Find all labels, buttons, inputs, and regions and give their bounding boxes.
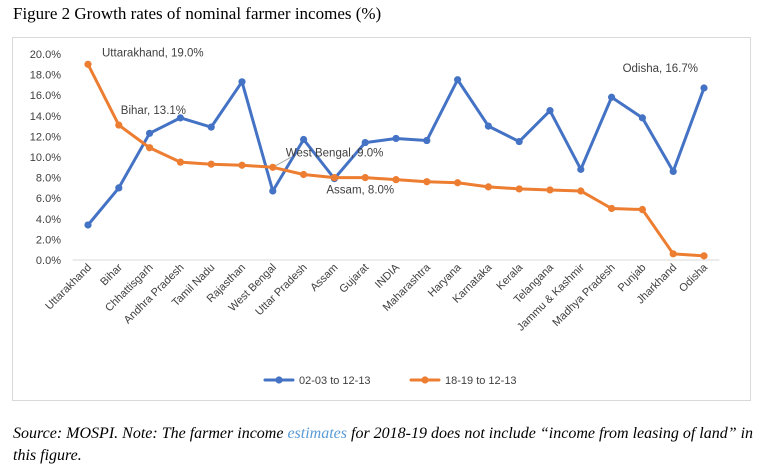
data-point	[608, 204, 616, 213]
y-tick-label: 4.0%	[36, 214, 61, 226]
data-point	[669, 167, 677, 176]
y-tick-label: 6.0%	[36, 193, 61, 205]
data-point	[454, 179, 462, 187]
x-tick-label: INDIA	[373, 261, 403, 291]
x-tick-label: Uttarakhand	[43, 262, 94, 313]
y-tick-label: 10.0%	[30, 152, 61, 164]
data-point	[392, 134, 400, 143]
legend-marker	[421, 376, 429, 384]
data-point	[84, 221, 92, 229]
data-point	[577, 187, 585, 195]
data-annotation: Odisha, 16.7%	[623, 63, 698, 75]
data-point	[146, 144, 154, 152]
series-line-02-03	[86, 78, 706, 227]
data-point	[176, 158, 184, 166]
y-tick-label: 16.0%	[30, 90, 61, 102]
data-point	[546, 186, 554, 194]
figure-title: Figure 2 Growth rates of nominal farmer …	[13, 4, 382, 23]
line-chart: 0.0% 2.0% 4.0% 6.0% 8.0% 10.0% 12.0% 14.0% 16.0%…	[30, 47, 720, 387]
data-point	[207, 123, 215, 131]
data-point	[146, 129, 154, 137]
data-point	[207, 160, 215, 168]
x-tick-label: Bihar	[98, 261, 125, 288]
data-point	[700, 252, 708, 260]
legend-label: 18-19 to 12-13	[445, 375, 517, 387]
y-tick-label: 12.0%	[30, 131, 61, 143]
legend-label: 02-03 to 12-13	[299, 375, 371, 387]
data-point	[638, 205, 647, 214]
data-point	[115, 121, 123, 129]
y-tick-label: 2.0%	[36, 234, 61, 246]
estimates-link[interactable]: estimates	[287, 425, 347, 442]
data-point	[238, 161, 246, 169]
data-annotation: Bihar, 13.1%	[121, 105, 186, 117]
data-point	[392, 176, 400, 184]
data-point	[115, 184, 123, 192]
x-tick-label: Odisha	[677, 261, 711, 295]
data-annotation: Uttarakhand, 19.0%	[102, 47, 204, 59]
data-point	[361, 174, 369, 182]
data-point	[300, 135, 308, 144]
data-point	[361, 138, 369, 147]
source-note-text-after: for 2018-19 does not include “income fro…	[13, 425, 754, 464]
data-point	[84, 60, 92, 68]
data-point	[238, 78, 246, 86]
data-point	[423, 136, 431, 145]
data-point	[638, 114, 647, 122]
data-point	[176, 114, 184, 122]
data-point	[700, 84, 708, 92]
y-tick-label: 0.0%	[36, 255, 61, 267]
legend-marker	[275, 376, 283, 384]
data-annotation: West Bengal, 9.0%	[286, 147, 384, 159]
chart-area: 0.0% 2.0% 4.0% 6.0% 8.0% 10.0% 12.0% 14.0% 16.0%…	[12, 37, 751, 401]
y-tick-label: 20.0%	[30, 49, 61, 61]
y-tick-label: 8.0%	[36, 173, 61, 185]
data-point	[269, 187, 277, 195]
data-point	[669, 250, 677, 258]
data-point	[546, 107, 554, 115]
data-point	[484, 122, 492, 130]
data-point	[484, 183, 492, 191]
data-annotation: Assam, 8.0%	[326, 185, 394, 197]
data-point	[330, 174, 338, 182]
data-point	[608, 93, 616, 101]
y-tick-label: 14.0%	[30, 111, 61, 123]
source-note: Source: MOSPI. Note: The farmer income e…	[13, 423, 768, 467]
data-point	[454, 76, 462, 84]
data-point	[577, 165, 585, 173]
data-point	[269, 163, 277, 171]
data-point	[515, 185, 523, 193]
x-tick-label: Gujarat	[337, 262, 371, 296]
x-tick-label: Assam	[308, 262, 340, 294]
y-tick-label: 18.0%	[30, 70, 61, 82]
data-point	[423, 178, 431, 186]
source-note-text-before: Source: MOSPI. Note: The farmer income	[13, 425, 288, 442]
data-point	[300, 170, 308, 179]
data-point	[515, 137, 523, 146]
